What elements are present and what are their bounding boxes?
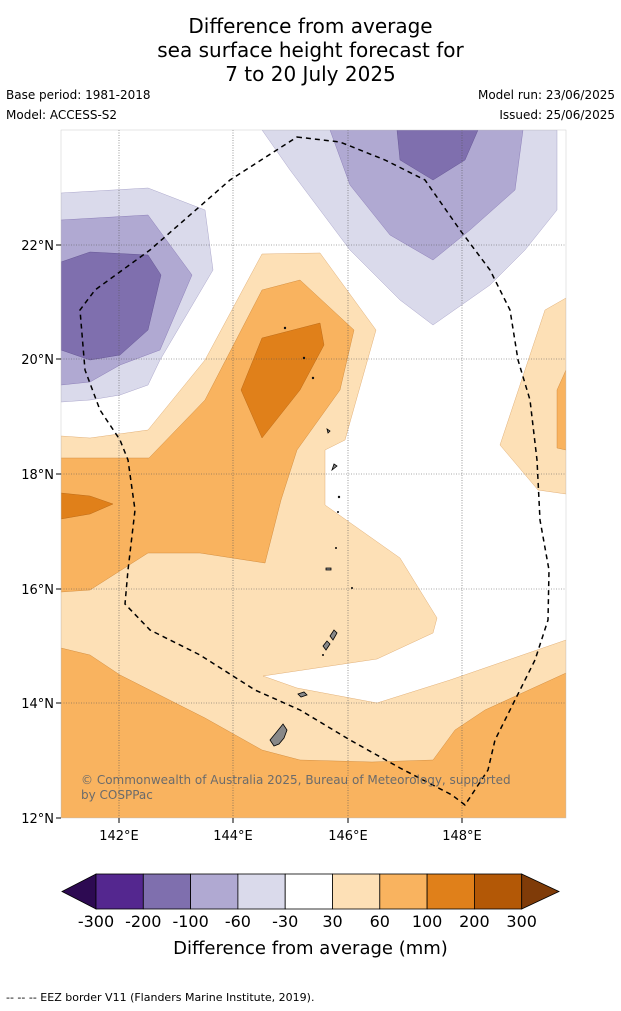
longitude-labels: 142°E 144°E 146°E 148°E [99, 829, 482, 844]
lat-label-22: 22°N [21, 239, 54, 254]
colorbar-tick-label: 300 [506, 912, 537, 931]
contour-100-200-west [61, 492, 114, 520]
island-small-6 [334, 547, 337, 550]
island-small-5 [336, 510, 339, 513]
island-anatahan [325, 567, 332, 571]
colorbar-segment-6 [332, 873, 381, 910]
colorbar-segment-3 [190, 873, 239, 910]
lat-label-16: 16°N [21, 583, 54, 598]
eez-border [79, 136, 550, 807]
colorbar-tick-label: -300 [77, 912, 115, 931]
colorbar-tick-label: 100 [411, 912, 443, 931]
colorbar-tick-label: 60 [369, 912, 390, 931]
colorbar-tick-label: -200 [125, 912, 162, 931]
contour-neg-100-200-north [396, 130, 479, 181]
lon-label-142: 142°E [99, 829, 139, 844]
colorbar-tick-label: 30 [322, 912, 343, 931]
colorbar-title: Difference from average (mm) [173, 938, 448, 959]
colorbar-segment-1 [95, 873, 144, 910]
model-name: Model: ACCESS-S2 [6, 108, 118, 122]
base-period: Base period: 1981-2018 [6, 88, 151, 102]
colorbar [61, 873, 560, 910]
island-small-2 [302, 356, 306, 360]
latitude-labels: 22°N 20°N 18°N 16°N 14°N 12°N [21, 239, 54, 827]
contour-30-60-main [61, 252, 566, 818]
contour-layer: © Commonwealth of Australia 2025, Bureau… [61, 130, 566, 818]
lat-label-14: 14°N [21, 697, 54, 712]
island-tinian [322, 640, 331, 651]
eez-footer-note: -- -- -- EEZ border V11 (Flanders Marine… [6, 991, 315, 1004]
colorbar-tick-label: -30 [272, 912, 299, 931]
model-run: Model run: 23/06/2025 [477, 88, 615, 102]
tick-marks [56, 244, 463, 823]
island-small-1 [283, 326, 287, 330]
colorbar-tick-label: -100 [172, 912, 209, 931]
lon-label-146: 146°E [328, 829, 368, 844]
contour-60-100-east [556, 369, 566, 451]
lat-label-20: 20°N [21, 353, 54, 368]
colorbar-segment-5 [284, 873, 333, 910]
colorbar-under-arrow [61, 873, 97, 910]
contour-30-60-east [499, 297, 566, 495]
island-pagan [331, 463, 338, 472]
island-rota [297, 691, 308, 698]
colorbar-tick-label: 200 [459, 912, 490, 931]
island-small-3 [311, 376, 315, 380]
lat-label-12: 12°N [21, 812, 54, 827]
island-guam [269, 723, 288, 747]
island-agrihan [326, 428, 331, 434]
colorbar-over-arrow [521, 873, 560, 910]
lon-label-144: 144°E [213, 829, 253, 844]
copyright-notice: © Commonwealth of Australia 2025, Bureau… [81, 773, 514, 802]
contour-100-200-north [240, 322, 325, 439]
colorbar-segment-2 [142, 873, 192, 910]
title-line-1: Difference from average [188, 14, 433, 38]
island-small-7 [350, 587, 353, 590]
title-line-3: 7 to 20 July 2025 [225, 62, 396, 86]
colorbar-segment-9 [473, 873, 523, 910]
lat-label-18: 18°N [21, 468, 54, 483]
island-small-8 [321, 654, 324, 657]
contour-neg-100-200-west [61, 251, 162, 361]
islands [269, 326, 353, 747]
issued-date: Issued: 25/06/2025 [499, 108, 615, 122]
graticule [61, 130, 566, 818]
colorbar-segment-7 [379, 873, 428, 910]
colorbar-tick-label: -60 [224, 912, 251, 931]
contour-60-100-south [61, 647, 566, 818]
title-line-2: sea surface height forecast for [157, 38, 464, 62]
island-saipan [329, 629, 338, 641]
lon-label-148: 148°E [442, 829, 482, 844]
map-title: Difference from average sea surface heig… [0, 14, 621, 86]
island-small-4 [337, 495, 341, 499]
colorbar-segment-8 [426, 873, 475, 910]
colorbar-segment-4 [237, 873, 286, 910]
